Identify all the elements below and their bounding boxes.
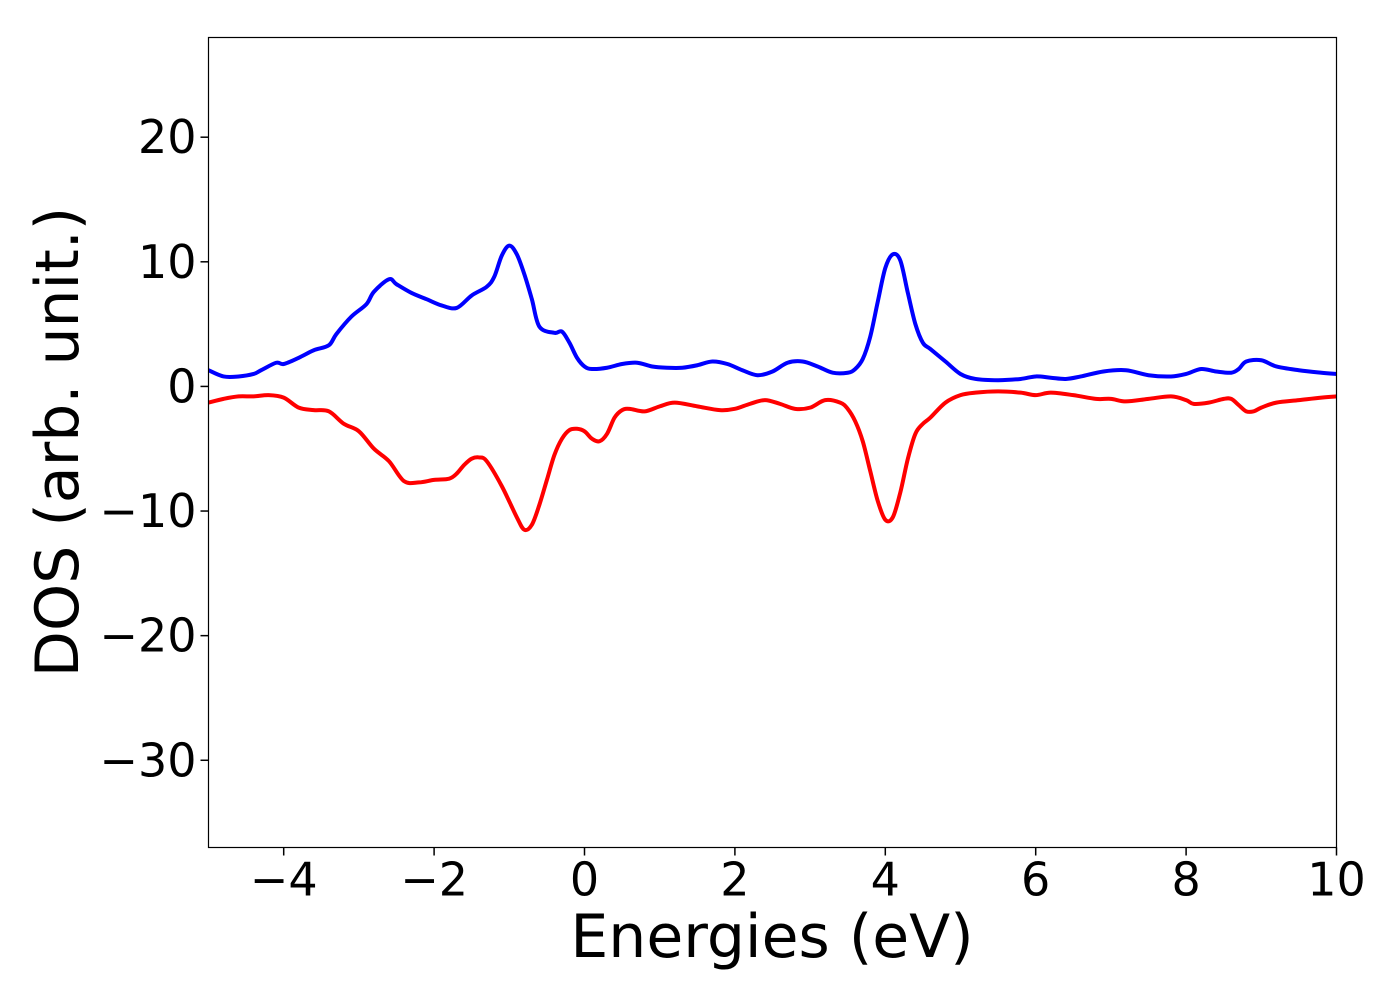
series-line-2: [208, 389, 1337, 533]
y-tick-label: 10: [138, 235, 197, 289]
x-tick-label: 6: [1021, 853, 1050, 907]
y-tick-label: −20: [99, 609, 196, 663]
x-tick-label: 2: [720, 853, 749, 907]
y-tick-label: −10: [99, 484, 196, 538]
plot-lines: [208, 243, 1337, 533]
x-axis: −4 −2 0 2 4 6 8 10: [250, 847, 1366, 907]
y-tick-label: 20: [138, 110, 197, 164]
series-line-1: [208, 243, 1337, 383]
x-tick-label: 8: [1171, 853, 1200, 907]
y-axis: −30 −20 −10 0 10 20: [99, 110, 209, 787]
x-tick-label: −2: [400, 853, 468, 907]
x-axis-title: Energies (eV): [570, 902, 973, 972]
x-tick-label: 10: [1307, 853, 1366, 907]
y-tick-label: −30: [99, 733, 196, 787]
plot-frame: [207, 36, 1338, 849]
x-tick-label: 4: [871, 853, 900, 907]
y-axis-title: DOS (arb. unit.): [23, 207, 93, 677]
y-tick-label: 0: [167, 359, 196, 413]
x-tick-label: 0: [570, 853, 599, 907]
x-tick-label: −4: [250, 853, 318, 907]
